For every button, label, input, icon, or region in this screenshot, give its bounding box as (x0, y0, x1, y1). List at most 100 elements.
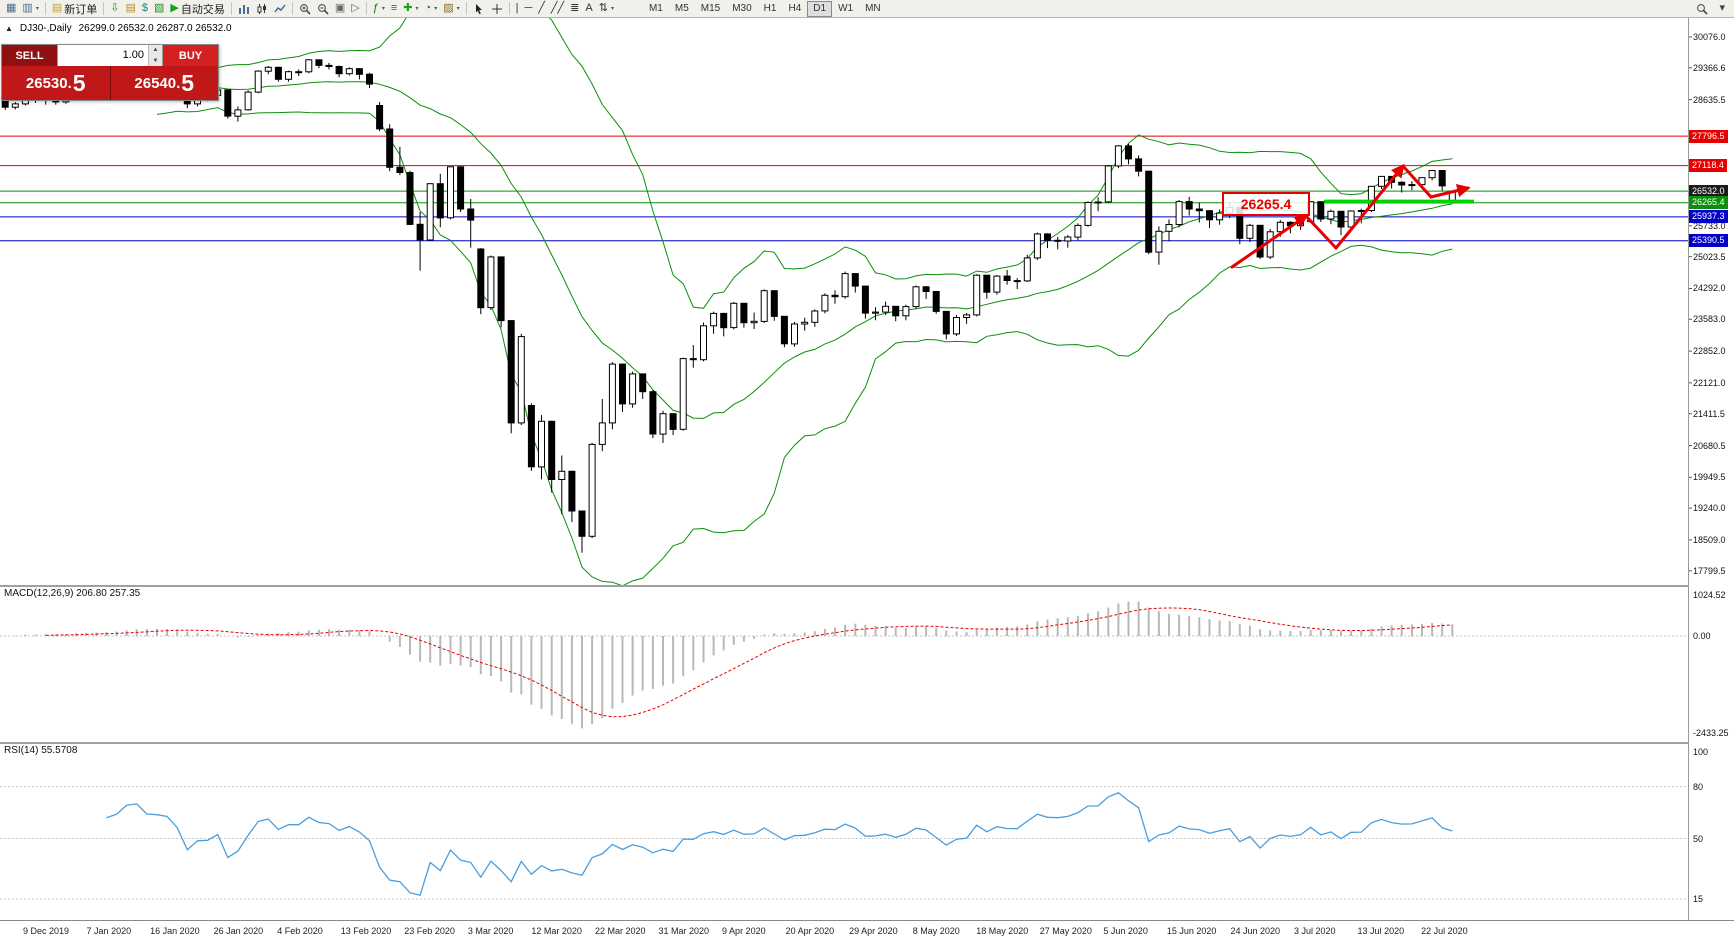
toolbar-buttons: ▦ ▥ ▾ ▤ 新订单 ⇩ ▤ $ ▧ ▶ 自动交易 ▣ ▷ ƒ ▾ ≡ ✚ ▾ ◔ ▾ ▨ ▾ | ─ ╱ ╱╱ ≣ A ⇅ ▾ (3, 0, 617, 17)
trade-panel-toggle[interactable]: ▲ (5, 24, 13, 33)
auto-scroll-button[interactable]: ▣ (334, 2, 346, 14)
price-axis-label: 21411.5 (1693, 408, 1725, 419)
buy-price[interactable]: 26540. 5 (110, 66, 218, 100)
cursor-button[interactable] (470, 1, 488, 16)
zoom-in-button[interactable] (296, 1, 314, 16)
date-axis-label: 12 Mar 2020 (531, 926, 582, 936)
buy-price-main: 26540. (134, 74, 181, 92)
time-axis[interactable]: 9 Dec 2019 7 Jan 2020 16 Jan 2020 26 Jan 20… (0, 920, 1734, 943)
tf-button-h1[interactable]: H1 (763, 2, 777, 14)
search-button[interactable] (1693, 1, 1711, 16)
tf-button-m15[interactable]: M15 (700, 2, 721, 14)
new-order-button[interactable]: ▤ 新订单 (51, 2, 98, 16)
date-axis-label: 29 Apr 2020 (849, 926, 898, 936)
autotrade-button[interactable]: ▶ 自动交易 (170, 2, 225, 16)
price-annotation[interactable]: 26265.4 (1222, 192, 1310, 216)
sell-price[interactable]: 26530. 5 (2, 66, 111, 100)
text-button[interactable]: A (585, 2, 593, 14)
news-button[interactable]: ▤ (125, 2, 136, 14)
date-axis-label: 27 May 2020 (1039, 926, 1092, 936)
macd-indicator-label: MACD(12,26,9) 206.80 257.35 (4, 588, 140, 599)
trendline-button[interactable]: ╱ (538, 2, 545, 14)
toolbar-separator (291, 2, 293, 15)
date-axis-label: 3 Jul 2020 (1294, 926, 1336, 936)
zoom-out-button[interactable] (314, 1, 332, 16)
channel-button[interactable]: ╱╱ (550, 2, 565, 14)
main-toolbar: ▦ ▥ ▾ ▤ 新订单 ⇩ ▤ $ ▧ ▶ 自动交易 ▣ ▷ ƒ ▾ ≡ ✚ ▾ ◔ ▾ ▨ ▾ | ─ ╱ ╱╱ ≣ A ⇅ ▾ M1 M… (0, 0, 1734, 18)
candlestick-button[interactable] (253, 1, 271, 16)
bar-chart-button[interactable] (235, 1, 253, 16)
price-axis-label: 19949.5 (1693, 472, 1726, 483)
panel-separator[interactable] (0, 585, 1688, 587)
chart-ohlc-values: 26299.0 26532.0 26287.0 26532.0 (78, 23, 232, 34)
date-axis-label: 7 Jan 2020 (86, 926, 132, 936)
indicators-button[interactable]: ƒ ▾ (372, 2, 385, 14)
tf-button-m30[interactable]: M30 (732, 2, 752, 14)
toolbar-separator (465, 2, 467, 15)
profiles-button[interactable]: ▥ ▾ (22, 2, 39, 14)
date-axis-label: 8 May 2020 (912, 926, 960, 936)
toolbar-separator (44, 2, 46, 15)
date-axis-label: 24 Jun 2020 (1230, 926, 1280, 936)
buy-price-big-digit: 5 (181, 69, 195, 96)
rsi-axis-label: 80 (1693, 781, 1704, 792)
price-axis-label: 20680.5 (1693, 440, 1726, 451)
tf-button-m1[interactable]: M1 (648, 2, 663, 14)
price-axis-label: 22121.0 (1693, 377, 1726, 388)
toolbar-separator (365, 2, 367, 15)
date-axis-label: 13 Feb 2020 (340, 926, 392, 936)
macd-axis-label: 1024.52 (1693, 590, 1726, 601)
macd-values: 206.80 257.35 (76, 588, 141, 599)
price-axis[interactable]: 30076.0 29366.6 28635.5 25733.0 25023.5 24292… (1688, 0, 1734, 943)
date-axis-label: 3 Mar 2020 (467, 926, 514, 936)
account-button[interactable]: $ (141, 2, 148, 14)
axis-border (1688, 18, 1689, 920)
volume-input[interactable]: 1.00 (122, 49, 144, 61)
one-click-trading-panel: SELL 1.00 ▲ ▼ BUY 26530. 5 26540. 5 (1, 44, 219, 101)
periods-button[interactable]: ◔ ▾ (424, 2, 438, 14)
volume-up-button[interactable]: ▲ (149, 45, 162, 56)
chart-window-button[interactable]: ▧ (153, 2, 165, 14)
macd-axis-label: -2433.25 (1693, 728, 1729, 739)
tf-button-d1[interactable]: D1 (807, 0, 833, 17)
date-axis-label: 23 Feb 2020 (404, 926, 455, 936)
new-chart-button[interactable]: ▦ (6, 2, 17, 14)
price-axis-label: 25023.5 (1693, 251, 1726, 262)
objects-list-button[interactable]: ≡ (390, 2, 398, 14)
vertical-line-button[interactable]: | (515, 2, 519, 14)
chart-shift-button[interactable]: ▷ (351, 2, 360, 14)
history-center-button[interactable]: ⇩ (110, 2, 120, 14)
volume-down-button[interactable]: ▼ (149, 55, 162, 66)
macd-axis-label: 0.00 (1693, 631, 1711, 641)
panel-separator[interactable] (0, 742, 1688, 744)
buy-button[interactable]: BUY (163, 45, 218, 66)
chart-symbol-period: DJ30-,Daily (19, 23, 72, 34)
price-level-label: 26265.4 (1689, 196, 1728, 210)
crosshair-button[interactable] (488, 1, 506, 16)
tf-button-h4[interactable]: H4 (788, 2, 802, 14)
price-axis-label: 25733.0 (1693, 220, 1726, 231)
volume-box: 1.00 ▲ ▼ (57, 45, 163, 66)
tf-button-mn[interactable]: MN (865, 2, 881, 14)
horizontal-line-button[interactable]: ─ (524, 2, 533, 14)
sell-price-big-digit: 5 (72, 69, 86, 96)
fibonacci-button[interactable]: ≣ (570, 2, 580, 14)
tf-button-w1[interactable]: W1 (838, 2, 854, 14)
line-chart-button[interactable] (271, 1, 289, 16)
timeframe-toolbar: M1 M5 M15 M30 H1 H4 D1 W1 MN (643, 0, 887, 17)
date-axis-label: 22 Jul 2020 (1421, 926, 1468, 936)
arrows-button[interactable]: ⇅ ▾ (598, 2, 614, 14)
price-axis-label: 29366.6 (1693, 62, 1726, 73)
date-axis-label: 5 Jun 2020 (1103, 926, 1148, 936)
add-indicator-button[interactable]: ✚ ▾ (403, 2, 419, 14)
sell-button[interactable]: SELL (2, 45, 57, 66)
price-axis-label: 24292.0 (1693, 283, 1726, 294)
price-axis-label: 28635.5 (1693, 94, 1726, 105)
quick-nav-button[interactable]: ▾ (1719, 2, 1725, 14)
tf-button-m5[interactable]: M5 (674, 2, 689, 14)
price-axis-label: 17799.5 (1693, 565, 1726, 576)
rsi-indicator-label: RSI(14) 55.5708 (4, 745, 77, 756)
templates-button[interactable]: ▨ ▾ (443, 2, 460, 14)
date-axis-label: 31 Mar 2020 (658, 926, 710, 936)
